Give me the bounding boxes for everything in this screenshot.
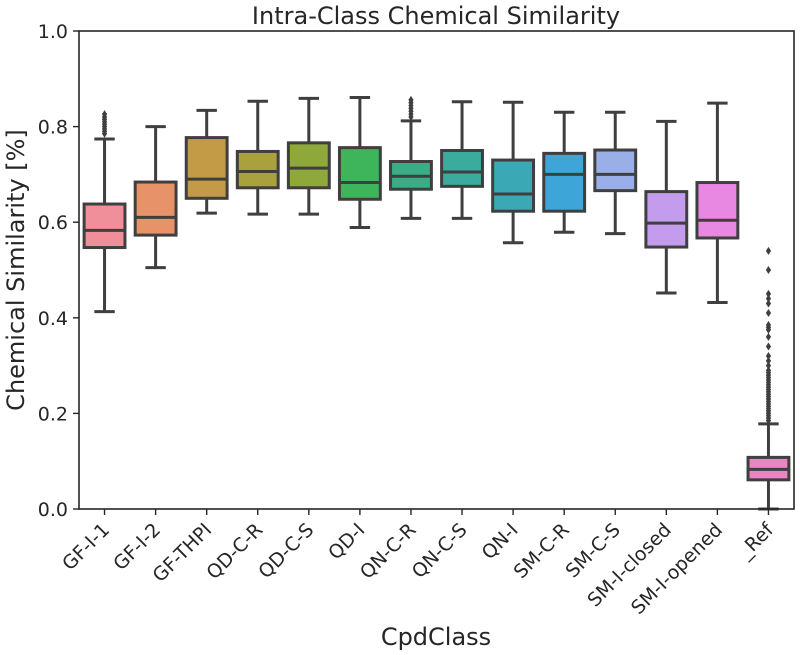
outlier-point (765, 356, 772, 365)
box-QD-C-R (235, 99, 280, 216)
box-QD-I (337, 95, 382, 229)
iqr-box (542, 151, 587, 213)
box-_Ref (746, 246, 791, 511)
outlier-point (101, 110, 108, 119)
iqr-box (695, 181, 740, 240)
x-tick-label: QN-C-S (408, 519, 472, 583)
outlier-point (765, 289, 772, 298)
iqr-box (286, 141, 331, 190)
plot-frame (78, 30, 795, 510)
outlier-point (408, 95, 414, 104)
box-GF-I-1 (82, 110, 127, 314)
iqr-box (133, 180, 178, 237)
x-tick-label: QN-I (478, 519, 523, 564)
y-tick-label: 0.6 (38, 212, 68, 234)
outlier-point (765, 320, 772, 329)
outlier-point (765, 299, 772, 308)
iqr-box (184, 136, 229, 200)
box-SM-C-S (593, 110, 638, 236)
iqr-box (82, 202, 127, 250)
box-SM-I-closed (644, 119, 689, 295)
chart-title: Intra-Class Chemical Similarity (252, 2, 620, 30)
iqr-box (235, 149, 280, 190)
y-tick-label: 0.4 (38, 308, 68, 330)
box-QN-C-S (440, 100, 484, 220)
x-tick-label: SM-I-opened (627, 519, 727, 619)
x-tick-label: QD-C-S (254, 519, 318, 583)
x-tick-label: QD-C-R (202, 519, 267, 584)
outlier-point (765, 366, 772, 375)
boxes-group (82, 95, 791, 511)
y-tick-label: 0.0 (38, 499, 68, 521)
outlier-point (765, 332, 772, 341)
outlier-point (765, 266, 772, 274)
y-tick-label: 1.0 (38, 21, 68, 43)
box-GF-THPI (184, 108, 229, 215)
box-GF-I-2 (133, 125, 178, 270)
x-axis-label: CpdClass (381, 623, 491, 651)
x-tick-label: QN-C-R (356, 519, 421, 584)
outlier-point (765, 246, 772, 255)
outlier-point (765, 352, 772, 361)
x-tick-label: SM-C-R (510, 519, 574, 583)
outlier-point (765, 342, 772, 351)
iqr-box (440, 149, 484, 188)
outlier-point (765, 361, 772, 370)
iqr-box (644, 190, 689, 249)
x-tick-label: _Ref (733, 518, 779, 564)
iqr-box (593, 148, 638, 193)
outlier-point (765, 309, 772, 318)
box-SM-I-opened (695, 101, 740, 305)
box-SM-C-R (542, 110, 587, 234)
outlier-point (765, 294, 772, 303)
box-QD-C-S (286, 96, 331, 216)
y-tick-label: 0.8 (38, 117, 68, 139)
y-axis-label: Chemical Similarity [%] (2, 129, 30, 411)
y-tick-label: 0.2 (38, 403, 68, 425)
x-tick-label: QD-I (324, 519, 369, 564)
y-axis: 0.0 0.2 0.4 0.6 0.8 1.0 (38, 21, 79, 521)
box-QN-I (491, 100, 536, 245)
iqr-box (337, 146, 382, 201)
box-QN-C-R (389, 95, 433, 220)
iqr-box (491, 158, 536, 213)
x-tick-label: GF-I-1 (58, 519, 114, 575)
